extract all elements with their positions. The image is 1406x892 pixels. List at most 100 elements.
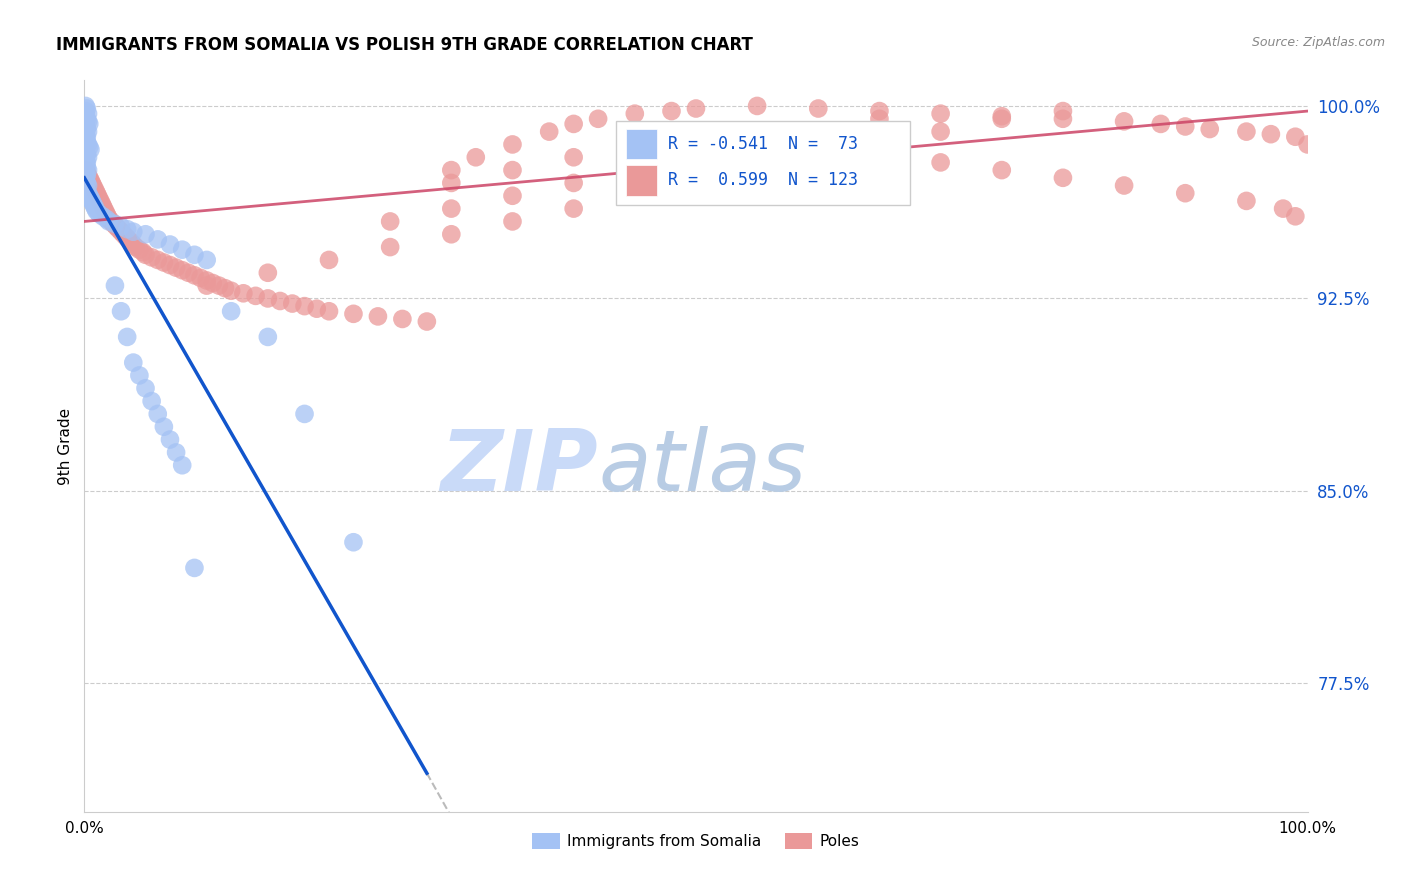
Point: [318, 252, 340, 267]
Point: [97, 209, 120, 223]
Point: [502, 163, 524, 178]
Point: [172, 243, 194, 257]
Point: [929, 106, 952, 120]
Point: [128, 243, 150, 257]
FancyBboxPatch shape: [626, 128, 657, 160]
Point: [208, 278, 231, 293]
Point: [96, 207, 118, 221]
Point: [75, 170, 97, 185]
Point: [318, 304, 340, 318]
Point: [391, 312, 413, 326]
Point: [146, 232, 169, 246]
Point: [76, 112, 98, 126]
Point: [869, 112, 891, 126]
Point: [135, 248, 157, 262]
Point: [76, 129, 98, 144]
Point: [172, 263, 194, 277]
Point: [257, 292, 280, 306]
Point: [122, 355, 145, 369]
Point: [195, 252, 218, 267]
Point: [75, 145, 97, 160]
Point: [1114, 178, 1136, 193]
Point: [502, 137, 524, 152]
Point: [100, 214, 122, 228]
Point: [562, 150, 585, 164]
Point: [159, 433, 181, 447]
Point: [195, 273, 218, 287]
Point: [75, 153, 97, 167]
Point: [75, 166, 97, 180]
Point: [82, 196, 104, 211]
Point: [75, 181, 97, 195]
Point: [1236, 125, 1258, 139]
Point: [87, 191, 110, 205]
Point: [464, 150, 486, 164]
Text: Source: ZipAtlas.com: Source: ZipAtlas.com: [1251, 36, 1385, 49]
Point: [115, 330, 138, 344]
Point: [122, 225, 145, 239]
Point: [84, 184, 107, 198]
Point: [661, 104, 683, 119]
Text: IMMIGRANTS FROM SOMALIA VS POLISH 9TH GRADE CORRELATION CHART: IMMIGRANTS FROM SOMALIA VS POLISH 9TH GR…: [56, 36, 754, 54]
Point: [869, 104, 891, 119]
Point: [87, 188, 110, 202]
Point: [146, 407, 169, 421]
Point: [416, 314, 439, 328]
Point: [159, 237, 181, 252]
Point: [502, 188, 524, 202]
Point: [84, 202, 107, 216]
Text: atlas: atlas: [598, 426, 806, 509]
Point: [77, 150, 100, 164]
Point: [91, 199, 114, 213]
Point: [96, 211, 118, 226]
Point: [991, 109, 1014, 123]
Point: [77, 140, 100, 154]
Point: [807, 150, 830, 164]
Point: [79, 173, 101, 187]
Point: [685, 102, 707, 116]
Point: [1296, 137, 1319, 152]
Point: [91, 209, 114, 223]
Point: [153, 255, 176, 269]
Point: [562, 176, 585, 190]
Point: [105, 219, 128, 234]
Point: [342, 535, 364, 549]
Point: [219, 304, 242, 318]
Point: [76, 155, 98, 169]
Point: [195, 278, 218, 293]
Point: [76, 168, 98, 182]
Point: [1052, 112, 1074, 126]
Point: [97, 214, 120, 228]
Point: [75, 99, 97, 113]
Point: [929, 155, 952, 169]
Point: [747, 99, 769, 113]
Point: [90, 196, 112, 211]
Point: [747, 163, 769, 178]
Point: [1284, 129, 1306, 144]
Point: [83, 181, 105, 195]
Point: [79, 191, 101, 205]
Point: [115, 222, 138, 236]
Point: [747, 132, 769, 146]
Point: [132, 245, 155, 260]
Point: [77, 117, 100, 131]
Point: [93, 202, 115, 216]
Point: [807, 102, 830, 116]
Point: [77, 188, 100, 202]
Point: [440, 176, 463, 190]
Text: R = -0.541  N =  73: R = -0.541 N = 73: [668, 135, 858, 153]
Point: [75, 104, 97, 119]
Point: [440, 163, 463, 178]
Point: [77, 178, 100, 193]
Point: [991, 163, 1014, 178]
Legend: Immigrants from Somalia, Poles: Immigrants from Somalia, Poles: [526, 827, 866, 855]
Point: [80, 194, 103, 208]
Point: [624, 163, 647, 178]
Point: [562, 202, 585, 216]
Point: [75, 120, 97, 134]
Point: [245, 289, 267, 303]
Point: [135, 381, 157, 395]
Point: [117, 232, 139, 246]
Point: [153, 419, 176, 434]
Point: [76, 147, 98, 161]
